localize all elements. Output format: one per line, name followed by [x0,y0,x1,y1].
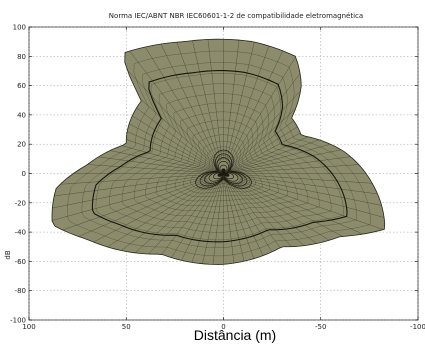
x-tick-label: 50 [122,323,131,331]
mesh-spoke [229,143,331,173]
chart-title: Norma IEC/ABNT NBR IEC60601-1-2 de compa… [109,12,363,20]
mesh-spoke [161,180,218,255]
mesh-spoke [239,178,384,230]
y-tick-label: 80 [17,53,26,61]
mesh-spoke [192,40,221,161]
y-tick-label: -60 [15,258,26,266]
mesh-spoke [228,56,296,165]
mesh-spoke [181,179,221,261]
mesh-spoke [232,181,305,246]
axis-ticks: 100 50 0 -50 -100100806040200-20-40-60-80-10… [10,24,425,332]
mesh-spoke [134,181,215,254]
x-tick-label: -100 [410,323,425,331]
mesh-spoke [228,50,283,164]
x-tick-label: 0 [221,323,225,331]
mesh-spoke [227,136,309,172]
mesh-spoke [227,132,301,172]
mesh-spoke [229,73,301,167]
mesh-spoke [231,156,351,173]
mesh-spoke [109,150,217,173]
mesh-spoke [98,156,216,173]
mesh-spoke [236,181,330,241]
mesh-spoke [228,108,296,169]
mesh-spoke [52,176,208,209]
x-tick-label: -50 [315,323,326,331]
mesh-spoke [171,180,220,258]
mesh-spoke [127,131,220,172]
y-tick-label: -80 [15,287,26,295]
mesh-spoke [224,40,240,161]
center-lobe [217,168,230,177]
mesh-spoke [202,177,223,264]
surface-mesh [51,38,386,265]
y-tick-label: -100 [10,317,26,325]
mesh-spoke [60,174,211,185]
mesh-spoke [207,39,223,161]
mesh-spoke [129,123,220,172]
mesh-spoke [227,45,270,162]
contour-lines [91,70,348,243]
y-tick-label: 60 [17,82,26,90]
mesh-spoke [226,41,255,161]
mesh-spoke [121,181,213,251]
mesh-spoke [132,115,219,171]
mesh-spoke [228,120,294,170]
mesh-spoke [160,43,219,164]
y-tick-label: 40 [17,111,26,119]
mesh-spoke [52,177,208,221]
mesh-spoke [87,164,214,174]
y-axis-label: dB [4,250,12,259]
mesh-spoke [231,181,292,247]
mesh-spoke [93,181,209,243]
mesh-spoke [229,90,301,168]
mesh-spoke [228,139,320,172]
mesh-spoke [191,178,222,263]
mesh-spoke [54,175,209,197]
mesh-spoke [212,177,224,265]
mesh-spoke [129,50,218,167]
mesh-spoke [223,177,235,264]
mesh-spoke [121,145,218,173]
center-lobe [208,160,239,182]
y-tick-label: 100 [13,24,26,32]
mesh-spoke [127,69,218,168]
mesh-spoke [234,181,317,244]
mesh-spoke [228,126,298,171]
mesh-spoke [238,181,343,237]
mesh-spoke [239,177,385,218]
contour-line [91,70,348,243]
mesh-spoke [141,99,219,169]
center-lobe [199,153,248,187]
y-tick-label: -20 [15,199,26,207]
mesh-spoke [230,149,342,173]
mesh-spoke [136,107,219,170]
center-lobe [213,164,234,180]
mesh-spoke [233,164,359,174]
mesh-spoke [229,180,281,248]
mesh-spoke [226,179,264,256]
y-tick-label: -40 [15,229,26,237]
mesh-spoke [107,181,211,248]
mesh-spoke [227,180,273,252]
mesh-spoke [239,180,363,235]
y-tick-label: 20 [17,141,26,149]
mesh-spoke [238,175,378,195]
mesh-spoke [78,180,208,237]
y-tick-label: 0 [22,170,26,178]
mesh-spoke [126,139,219,172]
mesh-spoke [148,181,216,255]
mesh-spoke [236,174,373,184]
mesh-spoke [145,46,219,165]
mesh-spoke [224,177,245,262]
mesh-spoke [239,176,382,206]
x-tick-label: 100 [22,323,35,331]
center-lobe [204,157,243,184]
mesh-spoke [62,178,208,231]
mesh-spoke [176,42,220,162]
x-axis-label: Distância (m) [194,327,276,343]
mesh-spoke [225,178,254,259]
center-lobe [195,149,252,189]
